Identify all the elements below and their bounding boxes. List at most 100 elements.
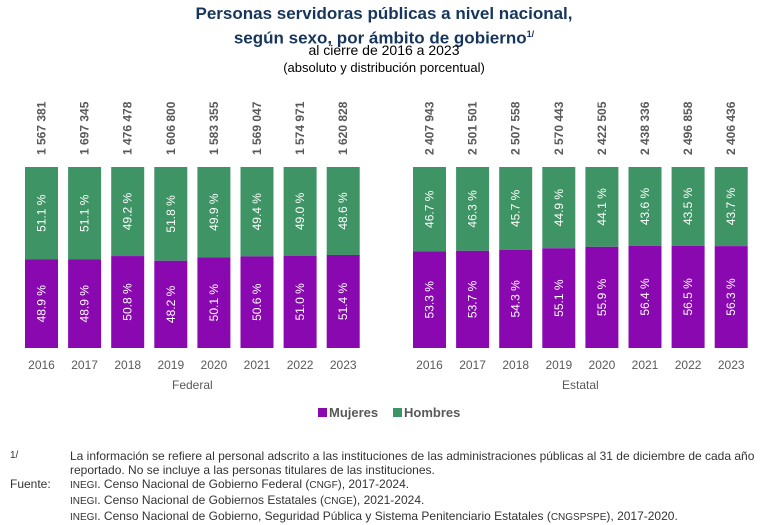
total-label: 1 574 971 (293, 101, 307, 155)
label-mujeres: 48.2 % (164, 285, 178, 323)
title-line-1: Personas servidoras públicas a nivel nac… (195, 4, 573, 23)
bar-mujeres (456, 250, 490, 348)
bar-hombres (714, 167, 748, 247)
legend-swatch (393, 408, 402, 417)
source-line: INEGI. Censo Nacional de Gobierno, Segur… (10, 509, 765, 525)
total-label: 2 570 443 (552, 101, 566, 155)
x-tick-label: 2023 (718, 358, 745, 372)
label-hombres: 43.7 % (724, 188, 738, 226)
group-label: Estatal (562, 378, 599, 392)
bar-mujeres (542, 248, 576, 348)
bar-mujeres (25, 259, 58, 348)
label-mujeres: 56.3 % (724, 278, 738, 316)
label-hombres: 44.1 % (595, 188, 609, 226)
label-mujeres: 56.5 % (681, 278, 695, 316)
bar-mujeres (499, 249, 533, 348)
bar-mujeres (154, 260, 188, 348)
x-tick-label: 2023 (330, 358, 357, 372)
label-hombres: 49.9 % (207, 193, 221, 231)
note-text: La información se refiere al personal ad… (70, 449, 755, 477)
total-label: 1 476 478 (121, 101, 135, 155)
source-label: Fuente: (10, 477, 51, 491)
label-mujeres: 53.3 % (423, 281, 437, 319)
label-mujeres: 56.4 % (638, 278, 652, 316)
bar-hombres (326, 167, 360, 255)
source-line: Fuente: INEGI. Censo Nacional de Gobierno… (10, 477, 765, 493)
source-text: INEGI. Censo Nacional de Gobierno, Segur… (70, 509, 678, 523)
bar-mujeres (413, 251, 446, 348)
total-label: 2 406 436 (724, 101, 738, 155)
label-mujeres: 48.9 % (78, 285, 92, 323)
bar-hombres (456, 167, 490, 251)
x-tick-label: 2016 (28, 358, 55, 372)
bar-mujeres (68, 259, 102, 348)
bar-hombres (240, 167, 274, 257)
label-hombres: 49.2 % (121, 193, 135, 231)
source-text: INEGI. Censo Nacional de Gobiernos Estat… (70, 493, 425, 507)
label-mujeres: 48.9 % (35, 285, 49, 323)
label-hombres: 49.0 % (293, 192, 307, 230)
bar-hombres (542, 167, 576, 249)
label-hombres: 51.1 % (35, 194, 49, 232)
group-label: Federal (172, 378, 213, 392)
label-mujeres: 51.0 % (293, 283, 307, 321)
label-hombres: 51.8 % (164, 195, 178, 233)
bar-hombres (585, 167, 619, 247)
total-label: 2 501 501 (466, 101, 480, 155)
chart: 51.1 % 48.9 % 1 567 381 2016 51.1 % 48.9 % 1 6… (25, 101, 748, 420)
total-label: 2 507 558 (509, 101, 523, 155)
label-mujeres: 55.9 % (595, 278, 609, 316)
bar-hombres (283, 167, 317, 256)
bar-hombres (628, 167, 662, 246)
x-tick-label: 2017 (459, 358, 486, 372)
label-hombres: 45.7 % (509, 189, 523, 227)
bar-mujeres (111, 256, 145, 348)
bar-mujeres (197, 257, 231, 348)
source-label (10, 509, 70, 525)
bar-hombres (154, 167, 188, 261)
total-label: 2 422 505 (595, 101, 609, 155)
total-label: 1 569 047 (250, 101, 264, 155)
label-mujeres: 55.1 % (552, 279, 566, 317)
label-hombres: 51.1 % (78, 194, 92, 232)
x-tick-label: 2020 (589, 358, 616, 372)
subtitle-note: (absoluto y distribución porcentual) (283, 60, 485, 75)
source-label (10, 493, 70, 509)
label-hombres: 48.6 % (336, 192, 350, 230)
title-line-2: según sexo, por ámbito de gobierno (233, 28, 527, 48)
legend-item: Mujeres (329, 405, 378, 420)
x-tick-label: 2021 (244, 358, 271, 372)
source-text: INEGI. Censo Nacional de Gobierno Federa… (70, 477, 410, 491)
total-label: 2 438 336 (638, 101, 652, 155)
label-hombres: 46.7 % (423, 190, 437, 228)
x-tick-label: 2016 (416, 358, 443, 372)
x-tick-label: 2021 (632, 358, 659, 372)
total-label: 1 620 828 (336, 101, 350, 155)
bar-hombres (68, 167, 102, 260)
total-label: 1 697 345 (78, 101, 92, 155)
chart-title: Personas servidoras públicas a nivel nac… (0, 4, 768, 49)
label-mujeres: 54.3 % (509, 280, 523, 318)
total-label: 1 606 800 (164, 101, 178, 155)
label-mujeres: 50.8 % (121, 283, 135, 321)
bar-hombres (413, 167, 446, 252)
total-label: 1 583 355 (207, 101, 221, 155)
label-mujeres: 51.4 % (336, 282, 350, 320)
bar-hombres (671, 167, 705, 246)
bar-hombres (25, 167, 58, 260)
legend-item: Hombres (404, 405, 460, 420)
bar-mujeres (714, 246, 748, 348)
bar-mujeres (326, 254, 360, 348)
x-tick-label: 2022 (287, 358, 314, 372)
label-mujeres: 50.6 % (250, 283, 264, 321)
bar-hombres (197, 167, 231, 258)
bar-mujeres (628, 245, 662, 348)
label-hombres: 44.9 % (552, 189, 566, 227)
label-mujeres: 53.7 % (466, 280, 480, 318)
x-tick-label: 2019 (157, 358, 184, 372)
x-tick-label: 2022 (675, 358, 702, 372)
x-tick-label: 2019 (545, 358, 572, 372)
bar-mujeres (585, 246, 619, 348)
x-tick-label: 2017 (71, 358, 98, 372)
bar-mujeres (283, 255, 317, 348)
